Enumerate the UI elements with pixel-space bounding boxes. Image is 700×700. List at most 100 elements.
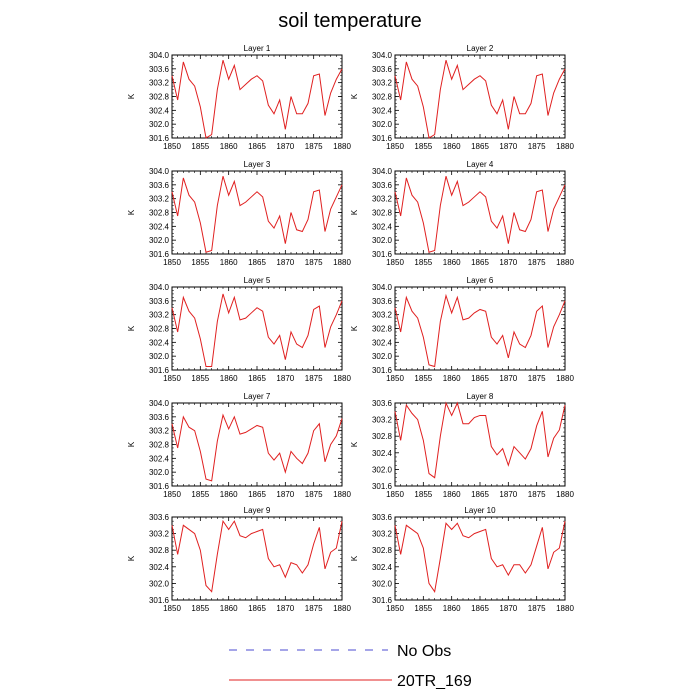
x-tick-label: 1865 — [248, 604, 266, 613]
x-tick-label: 1860 — [443, 604, 461, 613]
y-axis-label: K — [350, 555, 359, 561]
y-tick-label: 302.8 — [372, 209, 393, 218]
y-tick-label: 303.2 — [372, 416, 393, 425]
panel-title: Layer 8 — [467, 392, 494, 401]
y-tick-label: 302.8 — [149, 441, 170, 450]
x-tick-label: 1875 — [528, 604, 546, 613]
x-tick-label: 1860 — [443, 142, 461, 151]
y-tick-label: 303.2 — [372, 195, 393, 204]
panel-layer-6: Layer 6 1850 1855 1860 1865 1870 1875 1880 301.6… — [350, 276, 574, 383]
y-tick-label: 301.6 — [372, 134, 393, 143]
chart-title: soil temperature — [278, 10, 421, 32]
x-tick-label: 1855 — [414, 258, 432, 267]
y-tick-label: 302.0 — [149, 352, 170, 361]
y-axis-label: K — [127, 93, 136, 99]
y-tick-label: 301.6 — [149, 134, 170, 143]
x-tick-label: 1865 — [471, 604, 489, 613]
y-tick-label: 302.8 — [149, 546, 170, 555]
x-tick-label: 1855 — [414, 490, 432, 499]
y-axis-label: K — [127, 555, 136, 561]
y-tick-label: 302.0 — [372, 579, 393, 588]
y-tick-label: 303.2 — [372, 311, 393, 320]
y-tick-label: 302.0 — [372, 465, 393, 474]
x-tick-label: 1855 — [191, 142, 209, 151]
legend-label-20tr-169: 20TR_169 — [397, 673, 472, 690]
plot-frame — [171, 516, 343, 601]
y-tick-label: 303.2 — [149, 195, 170, 204]
y-tick-label: 304.0 — [149, 399, 170, 408]
y-tick-label: 303.6 — [149, 513, 170, 522]
y-tick-label: 302.0 — [149, 468, 170, 477]
y-axis-label: K — [127, 209, 136, 215]
y-tick-label: 302.0 — [149, 120, 170, 129]
panel-layer-2: Layer 2 1850 1855 1860 1865 1870 1875 1880 301.6… — [350, 44, 574, 151]
x-tick-label: 1870 — [276, 604, 294, 613]
x-tick-label: 1880 — [556, 258, 574, 267]
x-tick-label: 1870 — [499, 490, 517, 499]
x-tick-label: 1870 — [276, 142, 294, 151]
x-tick-label: 1870 — [276, 258, 294, 267]
series-line — [394, 176, 566, 253]
y-tick-label: 302.4 — [372, 449, 393, 458]
y-tick-label: 303.2 — [372, 530, 393, 539]
y-axis-label: K — [350, 325, 359, 331]
x-tick-label: 1880 — [556, 604, 574, 613]
legend: No Obs 20TR_169 — [229, 643, 472, 690]
y-tick-label: 302.8 — [372, 325, 393, 334]
y-tick-label: 304.0 — [149, 167, 170, 176]
panel-layer-1: Layer 1 1850 1855 1860 1865 1870 1875 1880 301.6… — [127, 44, 351, 151]
y-tick-label: 302.4 — [372, 222, 393, 231]
y-tick-label: 304.0 — [372, 283, 393, 292]
x-tick-label: 1875 — [305, 604, 323, 613]
y-tick-label: 301.6 — [149, 366, 170, 375]
y-tick-label: 304.0 — [372, 51, 393, 60]
x-tick-label: 1880 — [556, 490, 574, 499]
panel-grid: Layer 1 1850 1855 1860 1865 1870 1875 1880 301.6… — [127, 44, 574, 613]
y-tick-label: 303.2 — [149, 79, 170, 88]
panel-layer-4: Layer 4 1850 1855 1860 1865 1870 1875 1880 301.6… — [350, 160, 574, 267]
y-tick-label: 304.0 — [149, 283, 170, 292]
x-tick-label: 1855 — [414, 604, 432, 613]
series-line — [171, 293, 343, 368]
x-tick-label: 1850 — [163, 490, 181, 499]
y-axis-label: K — [127, 441, 136, 447]
x-tick-label: 1875 — [528, 258, 546, 267]
x-tick-label: 1870 — [499, 142, 517, 151]
y-tick-label: 302.4 — [372, 563, 393, 572]
y-tick-label: 301.6 — [372, 250, 393, 259]
y-tick-label: 303.6 — [372, 297, 393, 306]
y-tick-label: 303.6 — [372, 513, 393, 522]
y-tick-label: 302.0 — [372, 120, 393, 129]
x-tick-label: 1855 — [414, 142, 432, 151]
panel-title: Layer 5 — [244, 276, 271, 285]
y-tick-label: 303.6 — [149, 297, 170, 306]
x-tick-label: 1850 — [163, 258, 181, 267]
x-tick-label: 1855 — [191, 374, 209, 383]
panel-title: Layer 9 — [244, 506, 271, 515]
x-tick-label: 1880 — [556, 142, 574, 151]
y-tick-label: 303.6 — [372, 65, 393, 74]
y-tick-label: 302.8 — [372, 432, 393, 441]
x-tick-label: 1880 — [333, 604, 351, 613]
panel-layer-9: Layer 9 1850 1855 1860 1865 1870 1875 1880 301.6… — [127, 506, 351, 613]
x-tick-label: 1880 — [333, 258, 351, 267]
y-axis-label: K — [350, 209, 359, 215]
y-tick-label: 301.6 — [372, 482, 393, 491]
x-tick-label: 1875 — [528, 142, 546, 151]
x-tick-label: 1865 — [248, 490, 266, 499]
y-tick-label: 302.8 — [149, 93, 170, 102]
x-tick-label: 1880 — [333, 490, 351, 499]
y-tick-label: 302.0 — [372, 236, 393, 245]
y-tick-label: 303.6 — [149, 181, 170, 190]
y-tick-label: 303.6 — [149, 413, 170, 422]
x-tick-label: 1870 — [499, 374, 517, 383]
x-tick-label: 1880 — [556, 374, 574, 383]
series-line — [394, 401, 566, 479]
panel-title: Layer 1 — [244, 44, 271, 53]
x-tick-label: 1875 — [305, 142, 323, 151]
plot-frame — [394, 516, 566, 601]
y-tick-label: 302.4 — [149, 222, 170, 231]
x-tick-label: 1865 — [471, 374, 489, 383]
y-tick-label: 303.2 — [149, 427, 170, 436]
y-tick-label: 302.8 — [372, 546, 393, 555]
